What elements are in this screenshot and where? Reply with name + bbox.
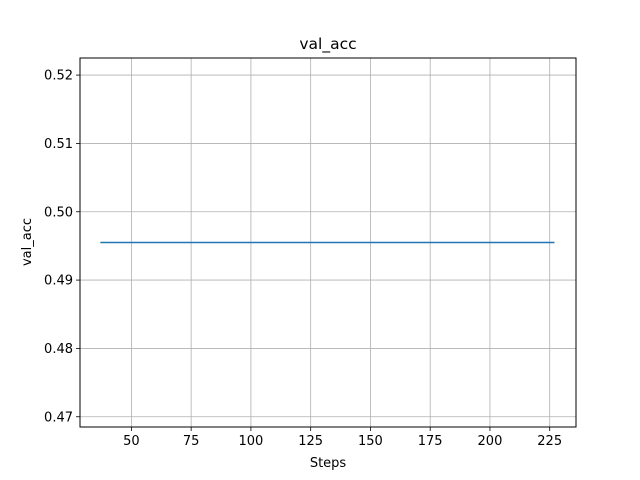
y-tick-label: 0.52 xyxy=(44,69,73,84)
x-axis-ticks: 50 75 100 125 150 175 200 225 xyxy=(123,427,562,449)
y-tick-label: 0.48 xyxy=(44,342,73,357)
x-axis-label: Steps xyxy=(310,456,347,471)
chart-title: val_acc xyxy=(299,35,356,54)
y-axis-label: val_acc xyxy=(20,218,35,266)
x-tick-label: 125 xyxy=(298,434,323,449)
plot-frame xyxy=(79,57,577,428)
y-axis-ticks: 0.47 0.48 0.49 0.50 0.51 0.52 xyxy=(44,69,80,425)
y-tick-label: 0.50 xyxy=(44,205,73,220)
y-tick-label: 0.49 xyxy=(44,274,73,289)
x-tick-label: 50 xyxy=(123,434,140,449)
y-tick-label: 0.47 xyxy=(44,410,73,425)
y-tick-label: 0.51 xyxy=(44,137,73,152)
x-tick-label: 175 xyxy=(418,434,443,449)
x-tick-label: 200 xyxy=(478,434,503,449)
x-tick-label: 150 xyxy=(358,434,383,449)
x-tick-label: 225 xyxy=(537,434,562,449)
x-tick-label: 75 xyxy=(183,434,200,449)
x-tick-label: 100 xyxy=(238,434,263,449)
